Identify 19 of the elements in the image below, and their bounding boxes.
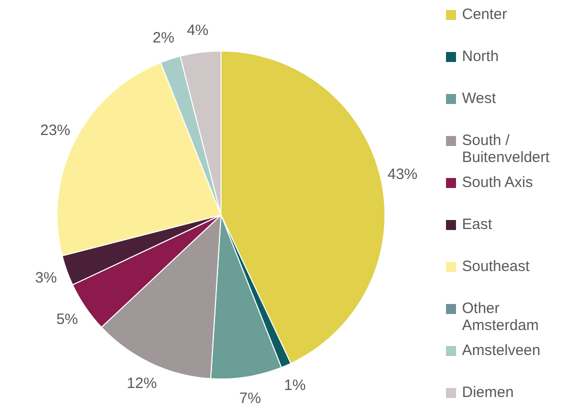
legend-label: Southeast bbox=[462, 258, 530, 275]
data-label: 1% bbox=[284, 377, 306, 394]
data-label: 2% bbox=[152, 30, 174, 47]
data-label: 12% bbox=[126, 374, 157, 392]
data-label: 23% bbox=[40, 122, 70, 140]
data-label: 43% bbox=[388, 166, 418, 183]
legend-label: Diemen bbox=[462, 384, 514, 401]
legend-label: Other Amsterdam bbox=[462, 300, 540, 334]
legend-label: South Axis bbox=[462, 174, 533, 191]
data-label: 4% bbox=[186, 22, 209, 39]
data-label: 7% bbox=[239, 390, 261, 408]
legend-label: West bbox=[462, 90, 496, 107]
legend-label: Center bbox=[462, 6, 508, 23]
legend-label: South / Buitenveldert bbox=[462, 132, 551, 166]
legend-label: East bbox=[462, 216, 492, 233]
legend-label: North bbox=[462, 48, 499, 65]
data-label: 3% bbox=[35, 270, 57, 287]
legend-label: Amstelveen bbox=[462, 342, 540, 359]
data-label: 5% bbox=[56, 311, 78, 328]
